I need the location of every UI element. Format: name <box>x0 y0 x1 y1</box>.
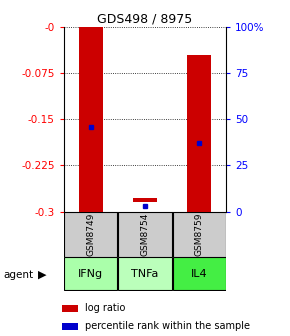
Bar <box>133 198 157 202</box>
Bar <box>62 323 78 330</box>
FancyBboxPatch shape <box>119 257 171 290</box>
Text: agent: agent <box>3 269 33 280</box>
Bar <box>187 55 211 212</box>
Title: GDS498 / 8975: GDS498 / 8975 <box>97 13 193 26</box>
Text: GSM8749: GSM8749 <box>86 213 95 256</box>
FancyBboxPatch shape <box>173 257 226 290</box>
FancyBboxPatch shape <box>119 212 171 257</box>
FancyBboxPatch shape <box>64 212 117 257</box>
Text: GSM8754: GSM8754 <box>140 213 150 256</box>
Text: ▶: ▶ <box>38 269 46 280</box>
Text: IFNg: IFNg <box>78 269 104 279</box>
Text: TNFa: TNFa <box>131 269 159 279</box>
Text: GSM8759: GSM8759 <box>195 213 204 256</box>
Text: IL4: IL4 <box>191 269 207 279</box>
Text: percentile rank within the sample: percentile rank within the sample <box>86 321 251 331</box>
Text: log ratio: log ratio <box>86 303 126 313</box>
FancyBboxPatch shape <box>64 257 117 290</box>
FancyBboxPatch shape <box>173 212 226 257</box>
Bar <box>62 304 78 312</box>
Bar <box>79 27 103 212</box>
